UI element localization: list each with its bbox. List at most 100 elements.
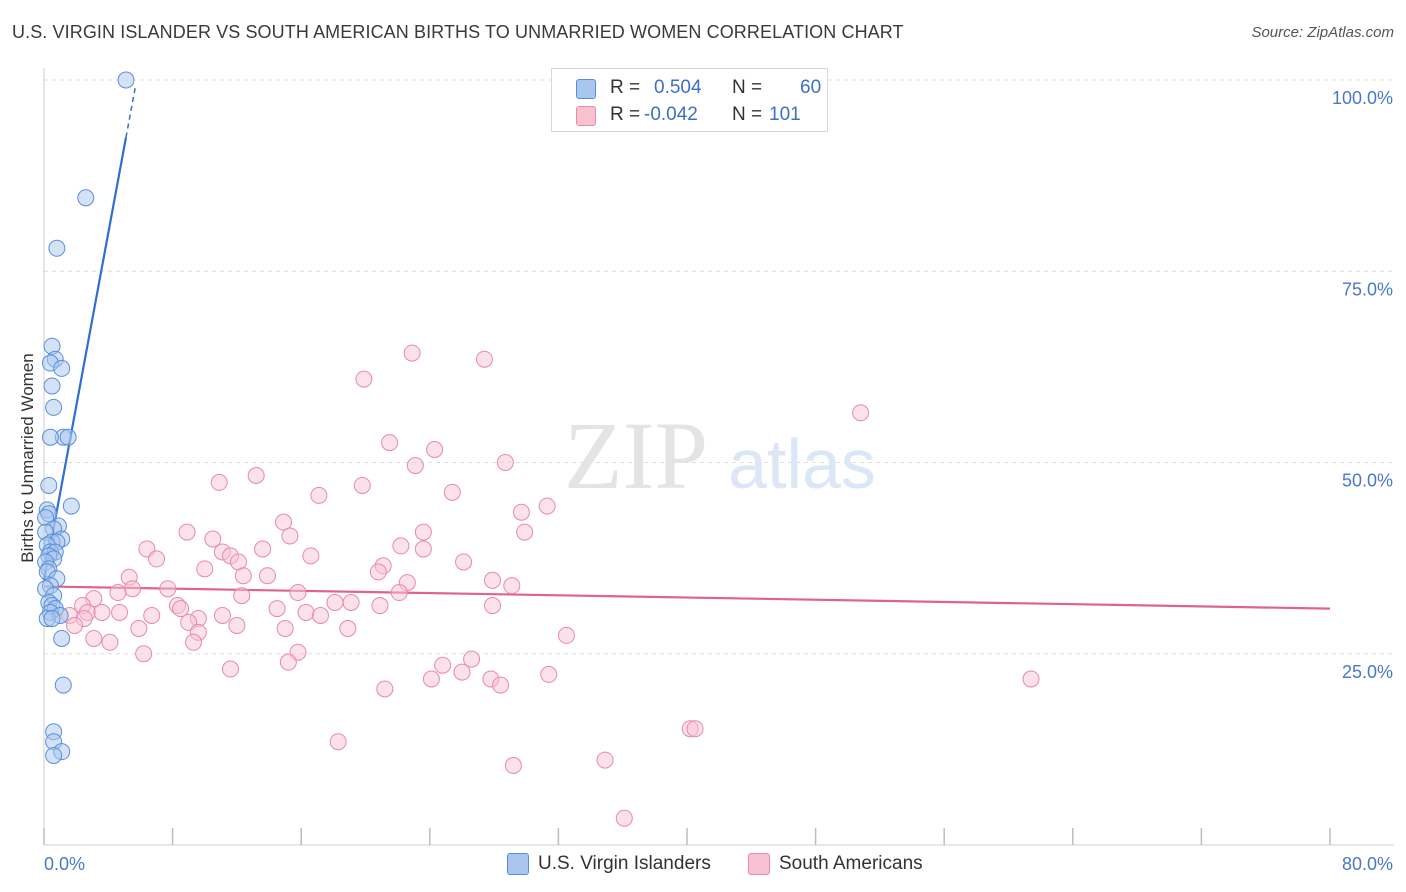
pink-point [109,584,127,602]
pink-point [475,350,493,368]
y-axis-label: Births to Unmarried Women [18,353,37,562]
pink-point [557,626,575,644]
pink-point [540,665,558,683]
legend-n-label: N = [732,104,763,125]
blue-point [40,476,58,494]
blue-point [45,746,63,764]
pink-point [221,660,239,678]
pink-point [426,440,444,458]
blue-point [53,629,71,647]
blue-point [53,359,71,377]
pink-point [403,344,421,362]
pink-point [276,620,294,638]
pink-point [353,476,371,494]
y-tick-label: 75.0% [1342,279,1393,299]
pink-point [66,616,84,634]
pink-point [371,597,389,615]
pink-point [123,580,141,598]
pink-point [111,603,129,621]
x-tick-label: 80.0% [1342,854,1393,874]
pink-point [85,629,103,647]
pink-point [258,567,276,585]
pink-point [615,809,633,827]
watermark: ZIP atlas [564,402,876,509]
pink-point [130,620,148,638]
pink-point [213,607,231,624]
legend-n-value: 101 [769,104,801,125]
chart-title: U.S. VIRGIN ISLANDER VS SOUTH AMERICAN B… [12,22,904,42]
pink-point [483,597,501,615]
pink-point [233,587,251,605]
axes [43,68,1394,846]
watermark-zip: ZIP [564,402,708,509]
blue-point [41,428,59,446]
blue-point [43,377,61,395]
pink-point [414,540,432,558]
legend-r-label: R = [610,104,641,125]
watermark-atlas: atlas [728,425,876,503]
pink-point [455,553,473,571]
pink-point [178,523,196,541]
pink-point [279,653,297,671]
pink-point [247,467,265,485]
pink-point [1022,670,1040,688]
pink-point [596,751,614,769]
pink-point [93,603,111,621]
pink-point [355,370,373,388]
pink-point [311,607,329,624]
pink-point [392,537,410,555]
pink-point [268,600,286,618]
pink-point [101,633,119,651]
pink-point [184,633,202,651]
pink-point [453,663,471,681]
pink-point [210,473,228,491]
blue-point [43,610,61,628]
legend-box: R = 0.504 N = 60 R = -0.042 N = 101 [551,68,828,132]
bottom-legend-swatch-pink [748,853,770,875]
tick-labels: 100.0% 75.0% 50.0% 25.0% 0.0% 80.0% [44,88,1393,874]
pink-point [254,540,272,558]
bottom-legend-label-blue: U.S. Virgin Islanders [538,853,711,874]
pink-point [512,503,530,521]
trend-line-virgin-islanders-extension [125,85,137,138]
y-tick-label: 100.0% [1332,88,1393,108]
blue-point [48,239,66,257]
pink-point [228,616,246,634]
legend-r-label: R = [610,77,641,98]
pink-point [686,720,704,738]
source-credit: Source: ZipAtlas.com [1251,24,1394,41]
pink-point [159,580,177,598]
legend-r-value: -0.042 [644,104,698,125]
pink-point [381,434,399,452]
pink-point [852,404,870,422]
pink-point [422,670,440,688]
gridlines [44,79,1394,655]
pink-point [496,454,514,471]
pink-point [135,645,153,663]
pink-point [172,600,190,618]
pink-point [390,584,408,602]
pink-point [297,603,315,621]
pink-point [503,577,521,595]
pink-point [329,733,347,751]
pink-point [148,550,166,568]
blue-point [62,497,80,515]
trend-line-south-americans [43,585,1331,610]
legend-r-value: 0.504 [654,77,702,98]
pink-point [376,680,394,698]
pink-point [196,560,214,578]
bottom-legend-swatch-blue [507,853,529,875]
pink-point [369,563,387,581]
blue-point [117,71,135,89]
pink-point [289,584,307,602]
blue-point [77,189,95,207]
pink-point [414,523,432,541]
x-tick-label: 0.0% [44,854,85,874]
pink-point [443,483,461,501]
y-tick-label: 25.0% [1342,662,1393,682]
pink-point [339,620,357,638]
legend-n-value: 60 [800,77,822,98]
pink-point [143,607,161,624]
blue-point [45,398,63,416]
pink-point [538,497,556,515]
